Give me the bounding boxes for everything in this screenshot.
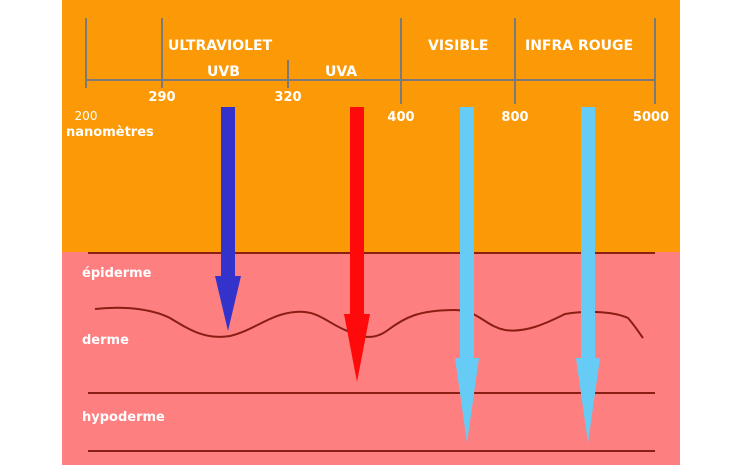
sky-region <box>62 0 680 252</box>
layer-label-hypodermis: hypoderme <box>82 410 165 425</box>
tick-label-200: 200 <box>75 109 98 123</box>
tick-label-320: 320 <box>274 90 301 105</box>
label-uvb: UVB <box>207 64 240 80</box>
tick-label-400: 400 <box>387 110 414 125</box>
label-ultraviolet: ULTRAVIOLET <box>168 38 273 54</box>
label-visible: VISIBLE <box>428 38 489 54</box>
uvb-arrow <box>215 107 241 331</box>
spectrum-scale <box>85 18 656 104</box>
layer-label-dermis: derme <box>82 333 129 348</box>
visible-arrow <box>455 107 479 443</box>
infrared-arrow <box>576 107 600 443</box>
tick-label-5000: 5000 <box>633 110 669 125</box>
label-infrared: INFRA ROUGE <box>525 38 633 54</box>
label-uva: UVA <box>325 64 357 80</box>
tick-label-290: 290 <box>148 90 175 105</box>
tick-label-800: 800 <box>501 110 528 125</box>
unit-label: nanomètres <box>66 125 154 140</box>
uva-arrow <box>344 107 370 382</box>
layer-label-epidermis: épiderme <box>82 266 152 281</box>
